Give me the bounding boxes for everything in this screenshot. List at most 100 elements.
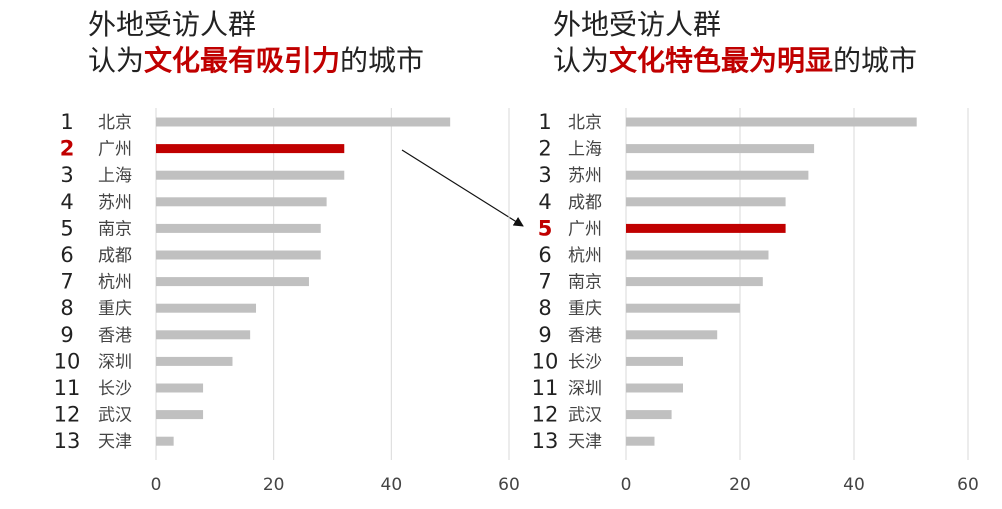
- category-label: 北京: [98, 113, 132, 133]
- category-label: 长沙: [98, 379, 132, 399]
- category-label: 天津: [98, 432, 132, 452]
- category-label: 重庆: [568, 299, 602, 319]
- rank-label: 2: [538, 137, 551, 161]
- x-tick-label: 0: [151, 475, 162, 495]
- bar-highlight: [156, 144, 345, 154]
- category-label: 北京: [568, 113, 602, 133]
- chart-2-title-line1: 外地受访人群: [553, 8, 722, 41]
- bar: [626, 250, 769, 260]
- bar: [156, 356, 233, 366]
- category-label: 上海: [98, 166, 132, 186]
- x-tick-label: 40: [381, 475, 403, 495]
- category-label: 广州: [568, 219, 602, 239]
- rank-label: 6: [60, 243, 73, 267]
- category-label: 成都: [98, 246, 132, 266]
- category-label: 南京: [568, 273, 602, 293]
- bar: [156, 277, 309, 287]
- rank-label: 5: [60, 216, 73, 240]
- category-label: 香港: [98, 326, 132, 346]
- bar: [626, 356, 683, 366]
- chart-1-title-suffix: 的城市: [340, 44, 425, 77]
- rank-label: 5: [538, 216, 553, 240]
- bar-highlight: [626, 223, 786, 233]
- bar: [626, 170, 809, 180]
- category-label: 天津: [568, 432, 602, 452]
- chart-2: 0 20 40 60 1 北京 2 上海 3 苏州 4 成都 5 广州 6 杭州 7 南京 8 重庆 9 香港 10 长沙 11…: [532, 108, 979, 495]
- rank-label: 9: [538, 323, 551, 347]
- rank-label: 12: [54, 403, 81, 427]
- bar: [626, 197, 786, 207]
- x-tick-label: 40: [843, 475, 865, 495]
- rank-label: 11: [54, 376, 81, 400]
- category-label: 苏州: [568, 166, 602, 186]
- category-label: 上海: [568, 140, 602, 160]
- category-label: 长沙: [568, 352, 602, 372]
- rank-label: 6: [538, 243, 551, 267]
- chart-2-title-highlight: 文化特色最为明显: [609, 44, 834, 77]
- rank-label: 13: [532, 429, 559, 453]
- rank-label: 8: [538, 296, 551, 320]
- rank-label: 3: [538, 163, 551, 187]
- chart-2-title-line2: 认为文化特色最为明显的城市: [553, 44, 917, 78]
- category-label: 杭州: [568, 246, 602, 266]
- bar: [156, 117, 451, 127]
- chart-1-title-highlight: 文化最有吸引力: [144, 44, 341, 77]
- bar: [156, 223, 321, 233]
- chart-1-title-line1: 外地受访人群: [88, 8, 257, 41]
- rank-label: 12: [532, 403, 559, 427]
- category-label: 成都: [568, 193, 602, 213]
- category-label: 苏州: [98, 193, 132, 213]
- bar: [156, 383, 204, 393]
- bar: [156, 250, 321, 260]
- rank-label: 9: [60, 323, 73, 347]
- rank-label: 4: [538, 190, 551, 214]
- bar: [626, 117, 917, 127]
- x-tick-label: 20: [729, 475, 751, 495]
- rank-label: 10: [54, 349, 81, 373]
- chart-1-title-prefix: 认为: [88, 44, 145, 77]
- connector-arrow: [401, 149, 524, 227]
- bar: [156, 197, 327, 207]
- chart-1: 0 20 40 60 1 北京 2 广州 3 上海 4 苏州 5 南京 6 成都 7 杭州 8 重庆 9 香港 10 深圳 11…: [54, 108, 520, 495]
- chart-2-title-suffix: 的城市: [833, 44, 918, 77]
- bar: [156, 330, 251, 340]
- bar: [156, 410, 204, 420]
- rank-label: 8: [60, 296, 73, 320]
- rank-label: 11: [532, 376, 559, 400]
- rank-label: 4: [60, 190, 73, 214]
- bar: [626, 144, 815, 154]
- category-label: 深圳: [98, 352, 132, 372]
- rank-label: 10: [532, 349, 559, 373]
- rank-label: 1: [538, 110, 551, 134]
- bar: [626, 383, 683, 393]
- x-tick-label: 60: [957, 475, 979, 495]
- bar: [156, 436, 174, 446]
- category-label: 香港: [568, 326, 602, 346]
- rank-label: 7: [538, 270, 551, 294]
- rank-label: 7: [60, 270, 73, 294]
- bar: [156, 170, 345, 180]
- bar: [626, 410, 672, 420]
- x-tick-label: 20: [263, 475, 285, 495]
- bar: [156, 303, 257, 313]
- category-label: 南京: [98, 219, 132, 239]
- rank-label: 13: [54, 429, 81, 453]
- bar: [626, 303, 740, 313]
- category-label: 武汉: [568, 406, 602, 426]
- category-label: 武汉: [98, 406, 132, 426]
- bar: [626, 330, 718, 340]
- x-tick-label: 60: [498, 475, 520, 495]
- rank-label: 1: [60, 110, 73, 134]
- category-label: 重庆: [98, 299, 132, 319]
- rank-label: 3: [60, 163, 73, 187]
- chart-1-title-line2: 认为文化最有吸引力的城市: [88, 44, 424, 78]
- chart-2-title-prefix: 认为: [553, 44, 610, 77]
- bar: [626, 436, 655, 446]
- bar: [626, 277, 763, 287]
- category-label: 杭州: [98, 273, 132, 293]
- rank-label: 2: [60, 137, 75, 161]
- category-label: 广州: [98, 140, 132, 160]
- category-label: 深圳: [568, 379, 602, 399]
